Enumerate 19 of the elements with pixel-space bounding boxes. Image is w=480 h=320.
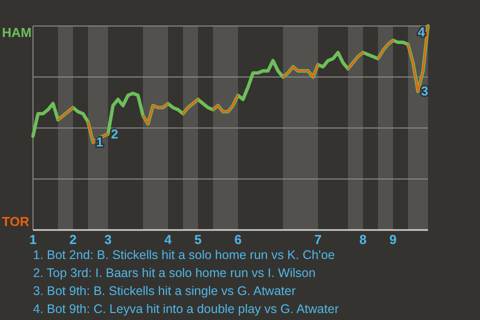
x-tick-label: 3 <box>104 232 112 247</box>
text: 2. Top 3rd: I. Baars hit a solo home run vs I. Wilson <box>33 266 316 280</box>
x-tick-label: 6 <box>234 232 242 247</box>
x-tick-label: 4 <box>164 232 172 247</box>
annotation: 2 <box>111 126 118 142</box>
text: 3. Bot 9th: B. Stickells hit a single vs G. Atwater <box>33 284 296 298</box>
x-tick-label: 8 <box>359 232 367 247</box>
text: HAM <box>2 25 32 40</box>
x-tick-label: 7 <box>314 232 322 247</box>
annotation: 3 <box>421 84 428 99</box>
x-tick-label: 2 <box>69 232 77 247</box>
x-tick-label: 5 <box>194 232 202 247</box>
annotation: 4 <box>418 24 426 40</box>
text: TOR <box>2 214 30 229</box>
x-tick-label: 1 <box>29 232 37 247</box>
x-tick-label: 9 <box>389 232 397 247</box>
annotation: 1 <box>96 134 104 150</box>
text: 4. Bot 9th: C. Leyva hit into a double play vs G. Atwater <box>33 302 339 316</box>
text: 1. Bot 2nd: B. Stickells hit a solo home run vs K. Ch'oe <box>33 248 335 262</box>
